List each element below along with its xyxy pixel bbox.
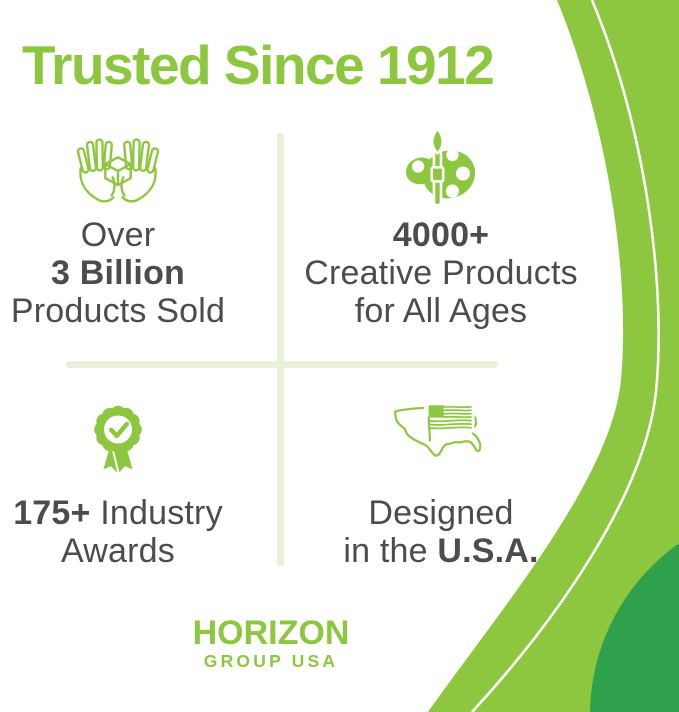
feature-products-sold: Over 3 Billion Products Sold bbox=[0, 130, 258, 330]
green-band-shape bbox=[428, 0, 679, 712]
feature-line-emphasis: 4000+ bbox=[392, 216, 490, 254]
feature-line: Creative Products bbox=[304, 254, 578, 292]
feature-line: Over bbox=[80, 216, 156, 254]
feature-line: Designed bbox=[368, 494, 514, 532]
feature-line: for All Ages bbox=[354, 292, 528, 330]
feature-line: 175+ Industry bbox=[13, 494, 223, 532]
page-title: Trusted Since 1912 bbox=[22, 34, 495, 96]
logo-subtext: GROUP USA bbox=[203, 651, 339, 671]
feature-designed-usa: Designed in the U.S.A. bbox=[288, 398, 594, 570]
feature-line-rest: Industry bbox=[90, 494, 223, 532]
feature-line-emphasis: 175+ bbox=[13, 494, 91, 532]
vertical-divider bbox=[277, 133, 284, 566]
horizon-logo: HORIZON GROUP USA bbox=[190, 616, 352, 671]
hands-holding-box-icon bbox=[76, 138, 160, 203]
feature-line: Products Sold bbox=[10, 292, 226, 330]
feature-creative-products: 4000+ Creative Products for All Ages bbox=[288, 126, 594, 330]
feature-line-emphasis: U.S.A. bbox=[437, 532, 539, 570]
feature-industry-awards: 175+ Industry Awards bbox=[0, 398, 258, 570]
logo-wordmark: HORIZON bbox=[192, 614, 350, 652]
award-ribbon-icon bbox=[94, 405, 142, 476]
usa-map-flag-icon bbox=[394, 400, 482, 457]
feature-line: in the U.S.A. bbox=[343, 532, 538, 570]
white-arc-line bbox=[471, 0, 660, 712]
feature-line-rest: in the bbox=[343, 532, 438, 570]
paint-palette-icon bbox=[405, 127, 476, 207]
horizontal-divider bbox=[66, 361, 498, 368]
dark-green-circle bbox=[590, 543, 679, 712]
feature-line-emphasis: 3 Billion bbox=[50, 254, 186, 292]
feature-line: Awards bbox=[61, 532, 175, 570]
